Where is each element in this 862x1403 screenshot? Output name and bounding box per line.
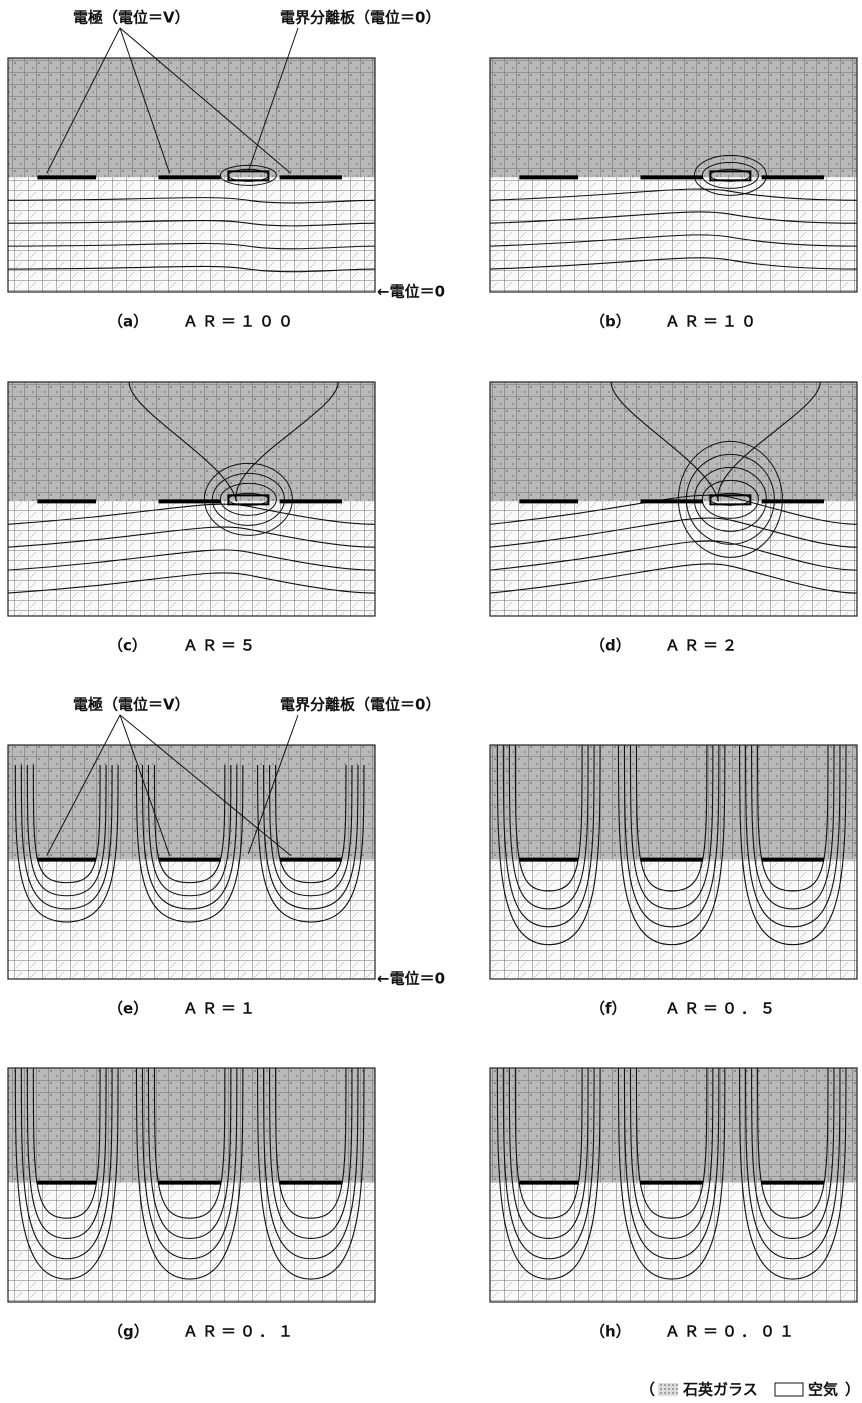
panels: （a） ＡＲ＝１００ 電極（電位＝V） 電界分離板（電位＝0） ←電位＝0 （b） ＡＲ＝１… [8,9,857,1341]
separator-annotation: 電界分離板（電位＝0） [280,9,440,27]
glass-swatch [658,1383,678,1396]
panel-ratio: ＡＲ＝０．１ [183,1323,297,1341]
glass-region [8,382,375,501]
panel-ratio: ＡＲ＝１００ [183,313,297,331]
panel-label: （e） [108,1000,148,1018]
glass-region [490,58,857,177]
air-region [8,177,375,292]
separator-annotation: 電界分離板（電位＝0） [280,696,440,714]
panel: （f） ＡＲ＝０．５ [490,745,857,1018]
panel-ratio: ＡＲ＝２ [665,637,741,655]
glass-region [490,1068,857,1183]
legend: （ 石英ガラス 空気 ） [640,1381,860,1399]
ground-annotation: ←電位＝0 [377,970,445,988]
air-swatch [775,1383,803,1396]
panel-label: （a） [108,313,148,331]
panel-label: （g） [108,1323,149,1341]
air-region [490,1183,857,1302]
air-region [490,177,857,292]
electrode-annotation: 電極（電位＝V） [73,9,190,27]
panel-ratio: ＡＲ＝１ [183,1000,259,1018]
glass-region [8,1068,375,1183]
legend-air: 空気 [808,1381,838,1399]
legend-suffix: ） [845,1381,860,1399]
panel-label: （f） [590,1000,627,1018]
panel-label: （b） [590,313,631,331]
air-region [490,501,857,616]
panel: （c） ＡＲ＝５ [8,382,375,655]
panel: （e） ＡＲ＝１ 電極（電位＝V） 電界分離板（電位＝0） ←電位＝0 [8,696,445,1018]
air-region [490,860,857,979]
panel-ratio: ＡＲ＝５ [183,637,259,655]
panel: （h） ＡＲ＝０．０１ [490,1068,857,1341]
air-region [8,501,375,616]
air-region [8,1183,375,1302]
air-region [8,860,375,979]
glass-region [490,745,857,860]
panel-label: （h） [590,1323,631,1341]
figure: （a） ＡＲ＝１００ 電極（電位＝V） 電界分離板（電位＝0） ←電位＝0 （b） ＡＲ＝１… [0,0,862,1403]
panel: （b） ＡＲ＝１０ [490,58,857,331]
panel: （d） ＡＲ＝２ [490,382,857,655]
glass-region [8,58,375,177]
legend-glass: 石英ガラス [682,1381,758,1399]
ground-annotation: ←電位＝0 [377,283,445,301]
legend-prefix: （ [640,1381,655,1399]
panel-label: （d） [590,637,631,655]
glass-region [8,745,375,860]
glass-region [490,382,857,501]
panel-ratio: ＡＲ＝０．０１ [665,1323,798,1341]
panel: （a） ＡＲ＝１００ 電極（電位＝V） 電界分離板（電位＝0） ←電位＝0 [8,9,445,331]
panel-label: （c） [108,637,147,655]
panel: （g） ＡＲ＝０．１ [8,1068,375,1341]
electrode-annotation: 電極（電位＝V） [73,696,190,714]
panel-ratio: ＡＲ＝１０ [665,313,760,331]
panel-ratio: ＡＲ＝０．５ [665,1000,779,1018]
